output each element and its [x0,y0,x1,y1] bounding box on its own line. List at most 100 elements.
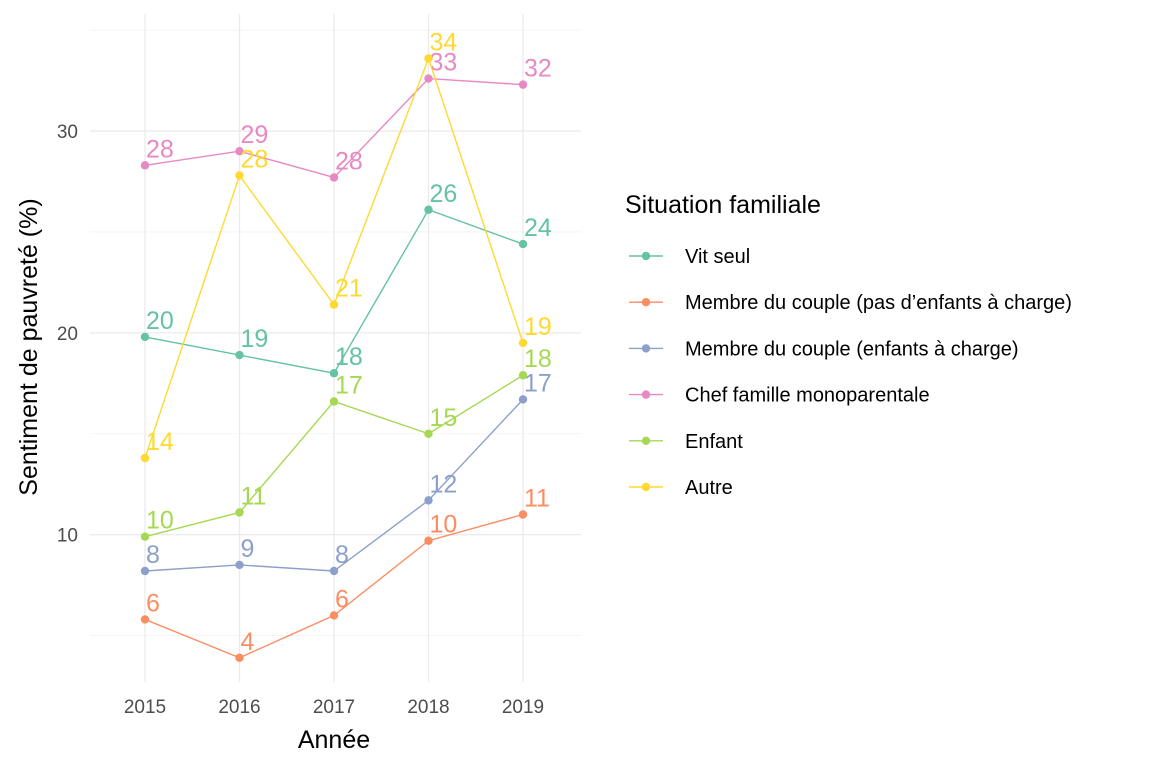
data-point [329,173,339,182]
data-point [518,371,528,380]
data-point [424,536,433,545]
data-label: 6 [146,589,160,617]
data-point [329,611,339,620]
legend-title: Situation familiale [625,191,821,219]
data-point [424,429,433,438]
series-1: 6 4 6 10 11 [140,484,550,662]
legend-items: Vit seul Membre du couple (pas d’enfants … [629,246,1072,499]
data-label: 12 [430,470,458,498]
data-label: 34 [430,28,458,56]
data-label: 19 [524,313,552,341]
legend-item: Membre du couple (pas d’enfants à charge… [629,292,1072,314]
x-tick-label: 2017 [313,697,355,718]
legend-item: Autre [629,477,733,499]
data-point [140,532,150,541]
legend-key-point [641,251,651,261]
x-axis-title: Année [298,726,370,754]
data-point [329,300,339,309]
data-point [140,161,150,170]
series-4: 10 11 17 15 18 [140,345,552,541]
data-label: 8 [146,541,160,569]
x-axis-ticks: 2015 2016 2017 2018 2019 [124,697,544,718]
data-label: 10 [430,511,458,539]
legend-key-point [641,436,651,445]
legend-key-point [641,390,651,399]
legend-key-point [641,344,651,353]
data-label: 29 [241,121,269,149]
data-label: 19 [241,325,269,353]
data-label: 24 [524,214,552,242]
data-label: 20 [146,307,174,335]
data-label: 17 [524,369,552,397]
data-label: 6 [335,585,349,613]
data-point [140,566,150,576]
legend: Situation familiale Vit seul Membre du co… [625,191,1072,499]
data-label: 17 [335,371,363,399]
data-point [518,338,528,348]
data-point [424,205,433,214]
series-0: 20 19 18 26 24 [140,180,552,378]
legend-label: Membre du couple (pas d’enfants à charge… [685,292,1072,314]
legend-item: Vit seul [629,246,750,268]
data-label: 4 [241,628,255,656]
data-label: 21 [335,275,363,303]
data-point [235,653,244,662]
data-point [329,369,339,378]
data-point [424,74,433,83]
y-axis-ticks: 10 20 30 [57,122,78,547]
data-label: 14 [146,428,174,456]
data-label: 18 [335,343,363,371]
series-5: 14 28 21 34 19 [140,28,552,463]
x-tick-label: 2016 [218,697,260,718]
legend-item: Membre du couple (enfants à charge) [629,338,1019,360]
legend-item: Enfant [629,431,743,453]
series-2: 8 9 8 12 17 [140,369,552,576]
legend-label: Autre [685,477,733,499]
y-axis-title: Sentiment de pauvreté (%) [15,198,43,495]
data-point [424,496,433,505]
data-point [235,350,244,360]
data-label: 28 [335,147,363,175]
data-label: 15 [430,404,458,432]
data-point [329,397,339,406]
data-point [424,54,433,63]
legend-label: Chef famille monoparentale [685,385,930,407]
data-label: 32 [524,55,552,83]
data-label: 26 [430,180,458,208]
data-point [518,239,528,249]
data-label: 28 [241,145,269,173]
data-point [518,395,528,404]
data-point [329,566,339,576]
legend-label: Membre du couple (enfants à charge) [685,338,1019,360]
x-tick-label: 2019 [502,697,544,718]
y-tick-label: 30 [57,122,78,143]
data-label: 18 [524,345,552,373]
data-point [140,615,150,624]
legend-key-point [641,482,651,492]
data-point [518,80,528,89]
data-point [140,453,150,463]
data-label: 11 [241,482,267,510]
data-label: 33 [430,49,458,77]
legend-key-point [641,298,651,307]
data-label: 28 [146,135,174,163]
y-tick-label: 20 [57,324,78,345]
x-tick-label: 2015 [124,697,166,718]
data-point [235,171,244,180]
data-point [235,147,244,156]
data-point [235,560,244,570]
y-tick-label: 10 [57,526,78,547]
data-point [518,510,528,519]
data-point [235,508,244,517]
data-point [140,332,150,342]
legend-item: Chef famille monoparentale [629,385,930,407]
data-label: 9 [241,535,255,563]
legend-label: Enfant [685,431,743,453]
data-label: 10 [146,507,174,535]
legend-label: Vit seul [685,246,750,268]
x-tick-label: 2018 [407,697,449,718]
data-label: 11 [524,484,550,512]
